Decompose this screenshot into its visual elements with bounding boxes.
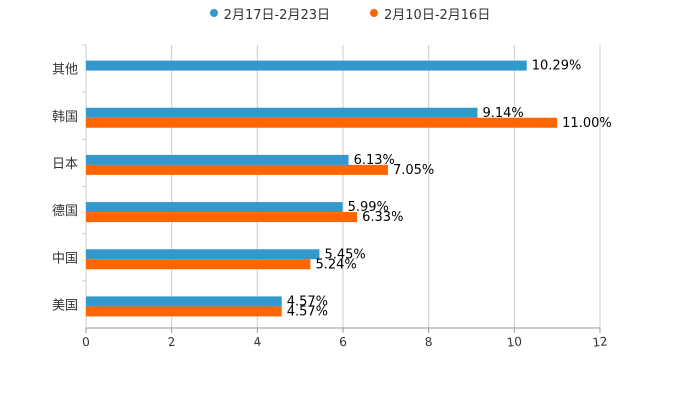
data-label-s1-5: 4.57% (287, 294, 328, 309)
tick-label-x-3: 6 (338, 335, 347, 350)
tick-label-x-5: 10 (506, 334, 523, 350)
legend-marker-series-2 (370, 9, 378, 17)
category-label-2: 日本 (52, 157, 78, 172)
data-label-s2-5: 4.57% (287, 304, 328, 319)
category-label-0: 其他 (52, 63, 78, 78)
category-label-5: 美国 (52, 298, 78, 313)
tick-label-x-6: 12 (592, 334, 609, 350)
data-label-s1-0: 10.29% (532, 59, 582, 74)
bar-s1-2 (86, 154, 349, 165)
data-label-s1-1: 9.14% (482, 106, 523, 121)
data-label-s1-3: 5.99% (348, 200, 389, 215)
bar-s2-3 (86, 212, 358, 223)
data-label-s2-3: 6.33% (362, 210, 403, 225)
bar-s2-2 (86, 164, 388, 175)
tick-label-x-1: 2 (167, 335, 176, 350)
legend-item-series-1[interactable]: 2月17日-2月23日 (209, 4, 330, 23)
tick-label-x-4: 8 (424, 335, 433, 350)
tick-label-x-0: 0 (81, 335, 90, 350)
data-label-s2-1: 11.00% (562, 116, 612, 131)
bar-s1-3 (86, 202, 343, 213)
category-label-4: 中国 (52, 251, 78, 266)
bar-s2-5 (86, 306, 282, 317)
data-label-s1-4: 5.45% (324, 247, 365, 262)
legend-label-series-2: 2月10日-2月16日 (384, 7, 491, 23)
bar-s1-0 (86, 60, 527, 71)
data-label-s1-2: 6.13% (354, 153, 395, 168)
bar-s1-4 (86, 249, 320, 260)
legend: 2月17日-2月23日 2月10日-2月16日 (0, 4, 700, 23)
bar-s2-1 (86, 117, 558, 128)
category-label-3: 德国 (52, 204, 78, 219)
category-label-1: 韩国 (52, 110, 78, 125)
tick-label-x-2: 4 (253, 335, 262, 350)
legend-label-series-1: 2月17日-2月23日 (223, 7, 330, 23)
bar-s2-4 (86, 259, 311, 270)
data-label-s2-2: 7.05% (393, 163, 434, 178)
bar-s1-1 (86, 107, 478, 118)
legend-item-series-2[interactable]: 2月10日-2月16日 (370, 4, 490, 23)
legend-marker-series-1 (209, 9, 218, 17)
data-label-s2-4: 5.24% (315, 257, 356, 272)
bar-s1-5 (86, 296, 282, 307)
